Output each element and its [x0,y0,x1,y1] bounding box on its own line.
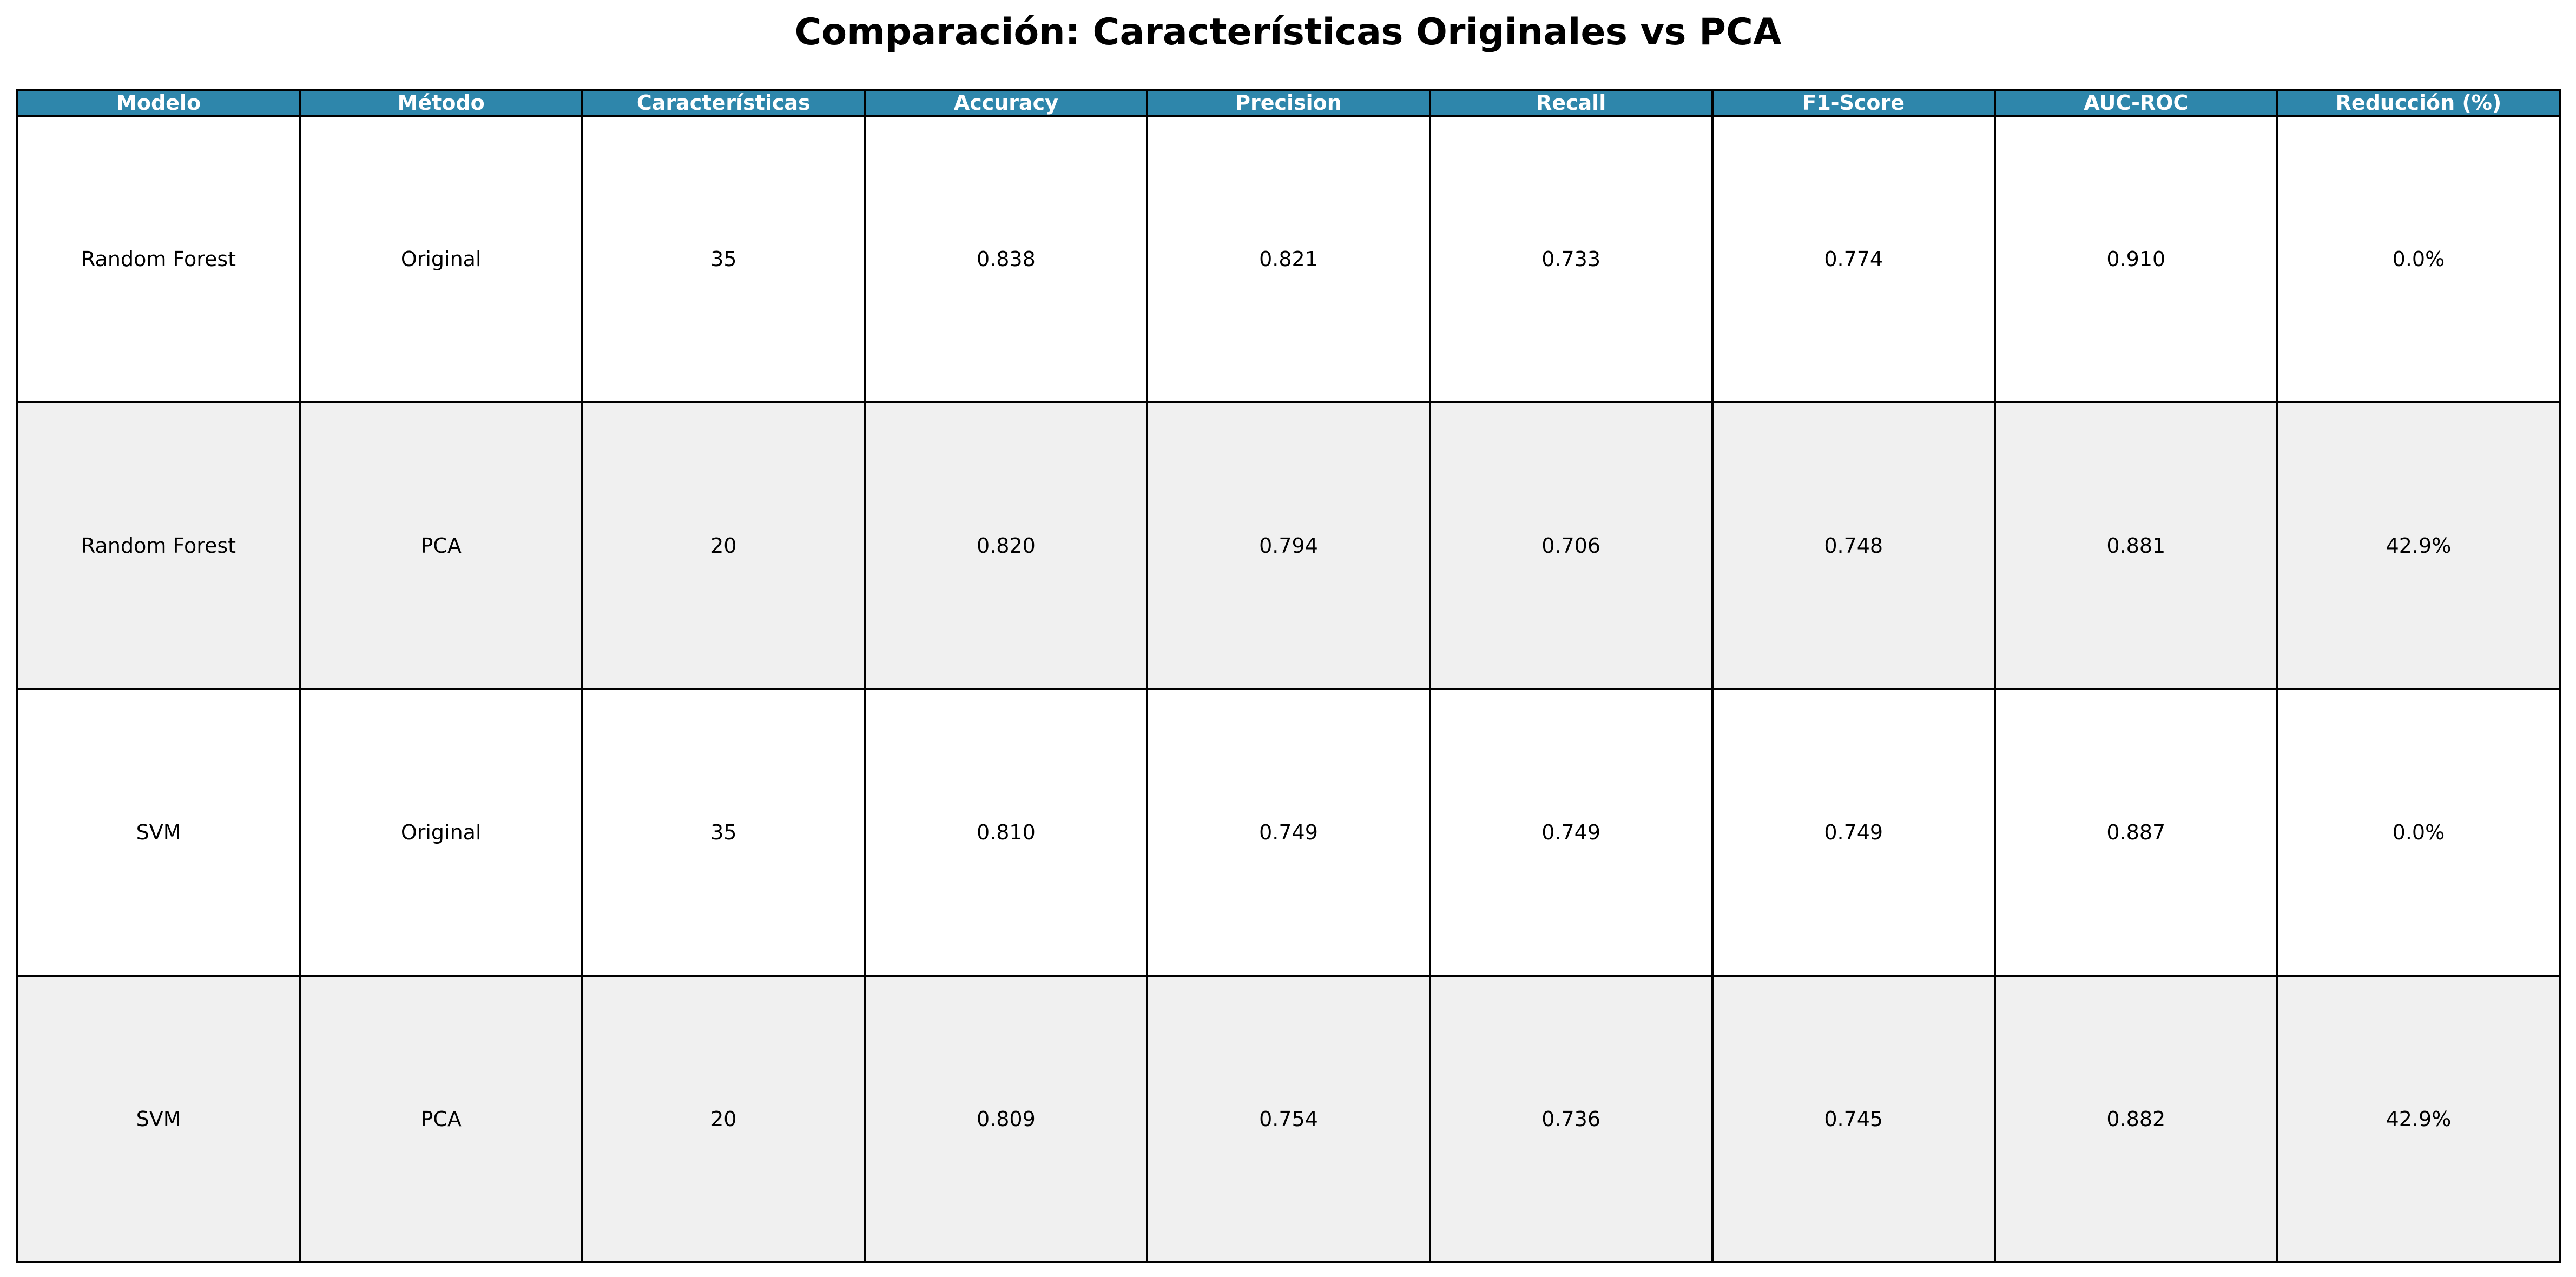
table-cell: 0.774 [1711,115,1996,403]
table-cell: 0.910 [1993,115,2278,403]
header-row: Modelo Método Características Accuracy Preci… [16,89,2561,117]
table-row: Random Forest PCA 20 0.820 0.794 0.706 0.748 0.… [16,401,2561,690]
comparison-table-container: Modelo Método Características Accuracy Preci… [16,89,2561,1263]
table-cell: PCA [299,975,584,1263]
table-cell: 0.810 [864,688,1149,977]
table-cell: 20 [581,401,866,690]
table-cell: 35 [581,688,866,977]
table-cell: Original [299,115,584,403]
table-cell: 0.887 [1993,688,2278,977]
comparison-table: Modelo Método Características Accuracy Preci… [16,89,2561,1263]
table-cell: 0.754 [1146,975,1431,1263]
table-cell: 0.749 [1146,688,1431,977]
table-cell: 0.882 [1993,975,2278,1263]
table-cell: 0.0% [2276,115,2561,403]
column-header: Características [581,89,866,117]
table-cell: SVM [16,975,301,1263]
table-cell: Random Forest [16,401,301,690]
table-cell: 0.745 [1711,975,1996,1263]
table-cell: 0.820 [864,401,1149,690]
table-cell: 0.736 [1428,975,1714,1263]
table-cell: 20 [581,975,866,1263]
table-cell: 0.0% [2276,688,2561,977]
table-cell: Random Forest [16,115,301,403]
table-cell: 0.821 [1146,115,1431,403]
chart-title: Comparación: Características Originales … [794,11,1782,54]
table-cell: 35 [581,115,866,403]
table-row: Random Forest Original 35 0.838 0.821 0.733 0.… [16,115,2561,403]
table-cell: 0.881 [1993,401,2278,690]
table-cell: Original [299,688,584,977]
column-header: F1-Score [1711,89,1996,117]
table-body: Random Forest Original 35 0.838 0.821 0.733 0.… [16,115,2561,1263]
column-header: Accuracy [864,89,1149,117]
table-cell: 42.9% [2276,401,2561,690]
table-cell: PCA [299,401,584,690]
table-cell: 42.9% [2276,975,2561,1263]
table-cell: 0.733 [1428,115,1714,403]
table-header: Modelo Método Características Accuracy Preci… [16,89,2561,117]
table-cell: 0.749 [1428,688,1714,977]
column-header: Método [299,89,584,117]
table-row: SVM PCA 20 0.809 0.754 0.736 0.745 0.882 42.9% [16,975,2561,1263]
table-cell: 0.706 [1428,401,1714,690]
table-cell: 0.794 [1146,401,1431,690]
table-cell: 0.749 [1711,688,1996,977]
column-header: AUC-ROC [1993,89,2278,117]
column-header: Recall [1428,89,1714,117]
table-row: SVM Original 35 0.810 0.749 0.749 0.749 0.887 0.… [16,688,2561,977]
column-header: Precision [1146,89,1431,117]
column-header: Modelo [16,89,301,117]
table-cell: 0.838 [864,115,1149,403]
table-cell: SVM [16,688,301,977]
table-cell: 0.748 [1711,401,1996,690]
table-cell: 0.809 [864,975,1149,1263]
column-header: Reducción (%) [2276,89,2561,117]
